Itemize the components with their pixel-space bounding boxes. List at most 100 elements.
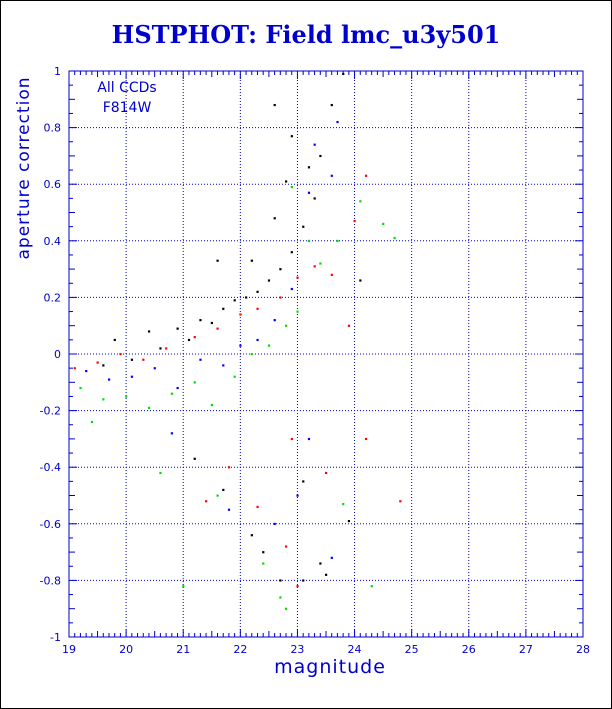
- data-point: [256, 505, 259, 509]
- x-tick-label: 23: [290, 643, 304, 656]
- data-point: [256, 290, 259, 293]
- data-point: [205, 500, 208, 503]
- data-point: [199, 319, 202, 322]
- data-point: [102, 398, 105, 401]
- data-point: [256, 338, 259, 342]
- data-point: [364, 437, 368, 441]
- data-point: [325, 471, 328, 475]
- data-point: [193, 381, 196, 384]
- data-point: [330, 174, 333, 177]
- x-tick-label: 21: [176, 643, 190, 656]
- y-tick-label: -0.2: [40, 405, 61, 418]
- x-tick-label: 24: [348, 643, 362, 656]
- y-tick-label: 0.8: [44, 122, 62, 135]
- x-tick-label: 28: [576, 643, 590, 656]
- data-point: [393, 236, 396, 240]
- data-point: [170, 432, 173, 435]
- data-point: [176, 327, 179, 330]
- data-point: [359, 279, 362, 282]
- data-point: [342, 72, 345, 76]
- y-tick-label: -1: [50, 631, 61, 644]
- data-point: [336, 120, 339, 124]
- data-point: [210, 321, 213, 325]
- data-point: [307, 191, 311, 194]
- y-tick-label: -0.6: [40, 518, 61, 531]
- data-point: [273, 319, 276, 322]
- data-point: [262, 551, 265, 554]
- data-point: [107, 378, 111, 381]
- data-point: [170, 392, 173, 395]
- data-point: [313, 265, 316, 268]
- data-point: [302, 579, 305, 582]
- data-point: [330, 273, 333, 276]
- data-point: [182, 585, 185, 588]
- data-point: [165, 347, 168, 350]
- data-point: [222, 488, 225, 492]
- y-tick-label: 0.2: [44, 291, 62, 304]
- y-tick-label: 0: [54, 348, 61, 361]
- data-point: [85, 369, 88, 373]
- data-point: [267, 344, 271, 347]
- data-point: [296, 310, 299, 313]
- data-point: [347, 519, 351, 523]
- data-point: [147, 406, 151, 409]
- data-point: [267, 279, 271, 282]
- data-point: [96, 361, 99, 364]
- data-point: [307, 166, 311, 169]
- y-tick-label: -0.8: [40, 574, 61, 587]
- data-point: [285, 180, 288, 183]
- data-point: [256, 307, 259, 310]
- data-point: [239, 313, 242, 316]
- y-tick-label: 1: [54, 65, 61, 78]
- data-point: [222, 307, 225, 310]
- data-point: [130, 375, 134, 378]
- data-point: [279, 296, 282, 299]
- data-point: [119, 353, 122, 356]
- data-point: [285, 545, 288, 548]
- data-point: [336, 239, 339, 242]
- data-point: [216, 494, 219, 497]
- chart-title: HSTPHOT: Field lmc_u3y501: [111, 20, 501, 49]
- data-point: [302, 225, 305, 228]
- legend: All CCDs F814W: [90, 78, 164, 118]
- data-point: [102, 364, 105, 367]
- data-point: [330, 103, 333, 107]
- x-tick-label: 26: [462, 643, 476, 656]
- data-point: [302, 480, 305, 483]
- data-point: [250, 259, 253, 262]
- data-point: [290, 251, 293, 254]
- data-point: [113, 338, 116, 342]
- data-point: [279, 596, 282, 599]
- data-point: [239, 344, 242, 347]
- data-point: [342, 502, 345, 506]
- data-point: [290, 287, 293, 291]
- data-point: [296, 276, 299, 279]
- data-point: [273, 522, 276, 525]
- data-point: [359, 200, 362, 203]
- data-point: [279, 268, 282, 271]
- data-point: [216, 259, 219, 262]
- data-point: [313, 143, 316, 146]
- data-point: [90, 420, 94, 424]
- data-point: [216, 327, 219, 330]
- data-point: [227, 466, 231, 469]
- data-point: [347, 324, 351, 327]
- x-tick-label: 25: [405, 643, 419, 656]
- data-point: [250, 534, 253, 537]
- data-point: [159, 471, 162, 475]
- data-point: [130, 358, 134, 361]
- data-point: [319, 562, 322, 565]
- data-point: [125, 395, 128, 398]
- data-point: [73, 367, 76, 370]
- data-point: [176, 386, 179, 390]
- y-tick-label: 0.6: [44, 178, 62, 191]
- data-point: [364, 174, 368, 177]
- data-point: [159, 347, 162, 350]
- data-point: [285, 607, 288, 610]
- data-point: [399, 500, 402, 503]
- y-axis-label: aperture correction: [14, 76, 34, 260]
- data-point: [273, 103, 276, 107]
- data-point: [250, 353, 253, 356]
- data-point: [296, 585, 299, 588]
